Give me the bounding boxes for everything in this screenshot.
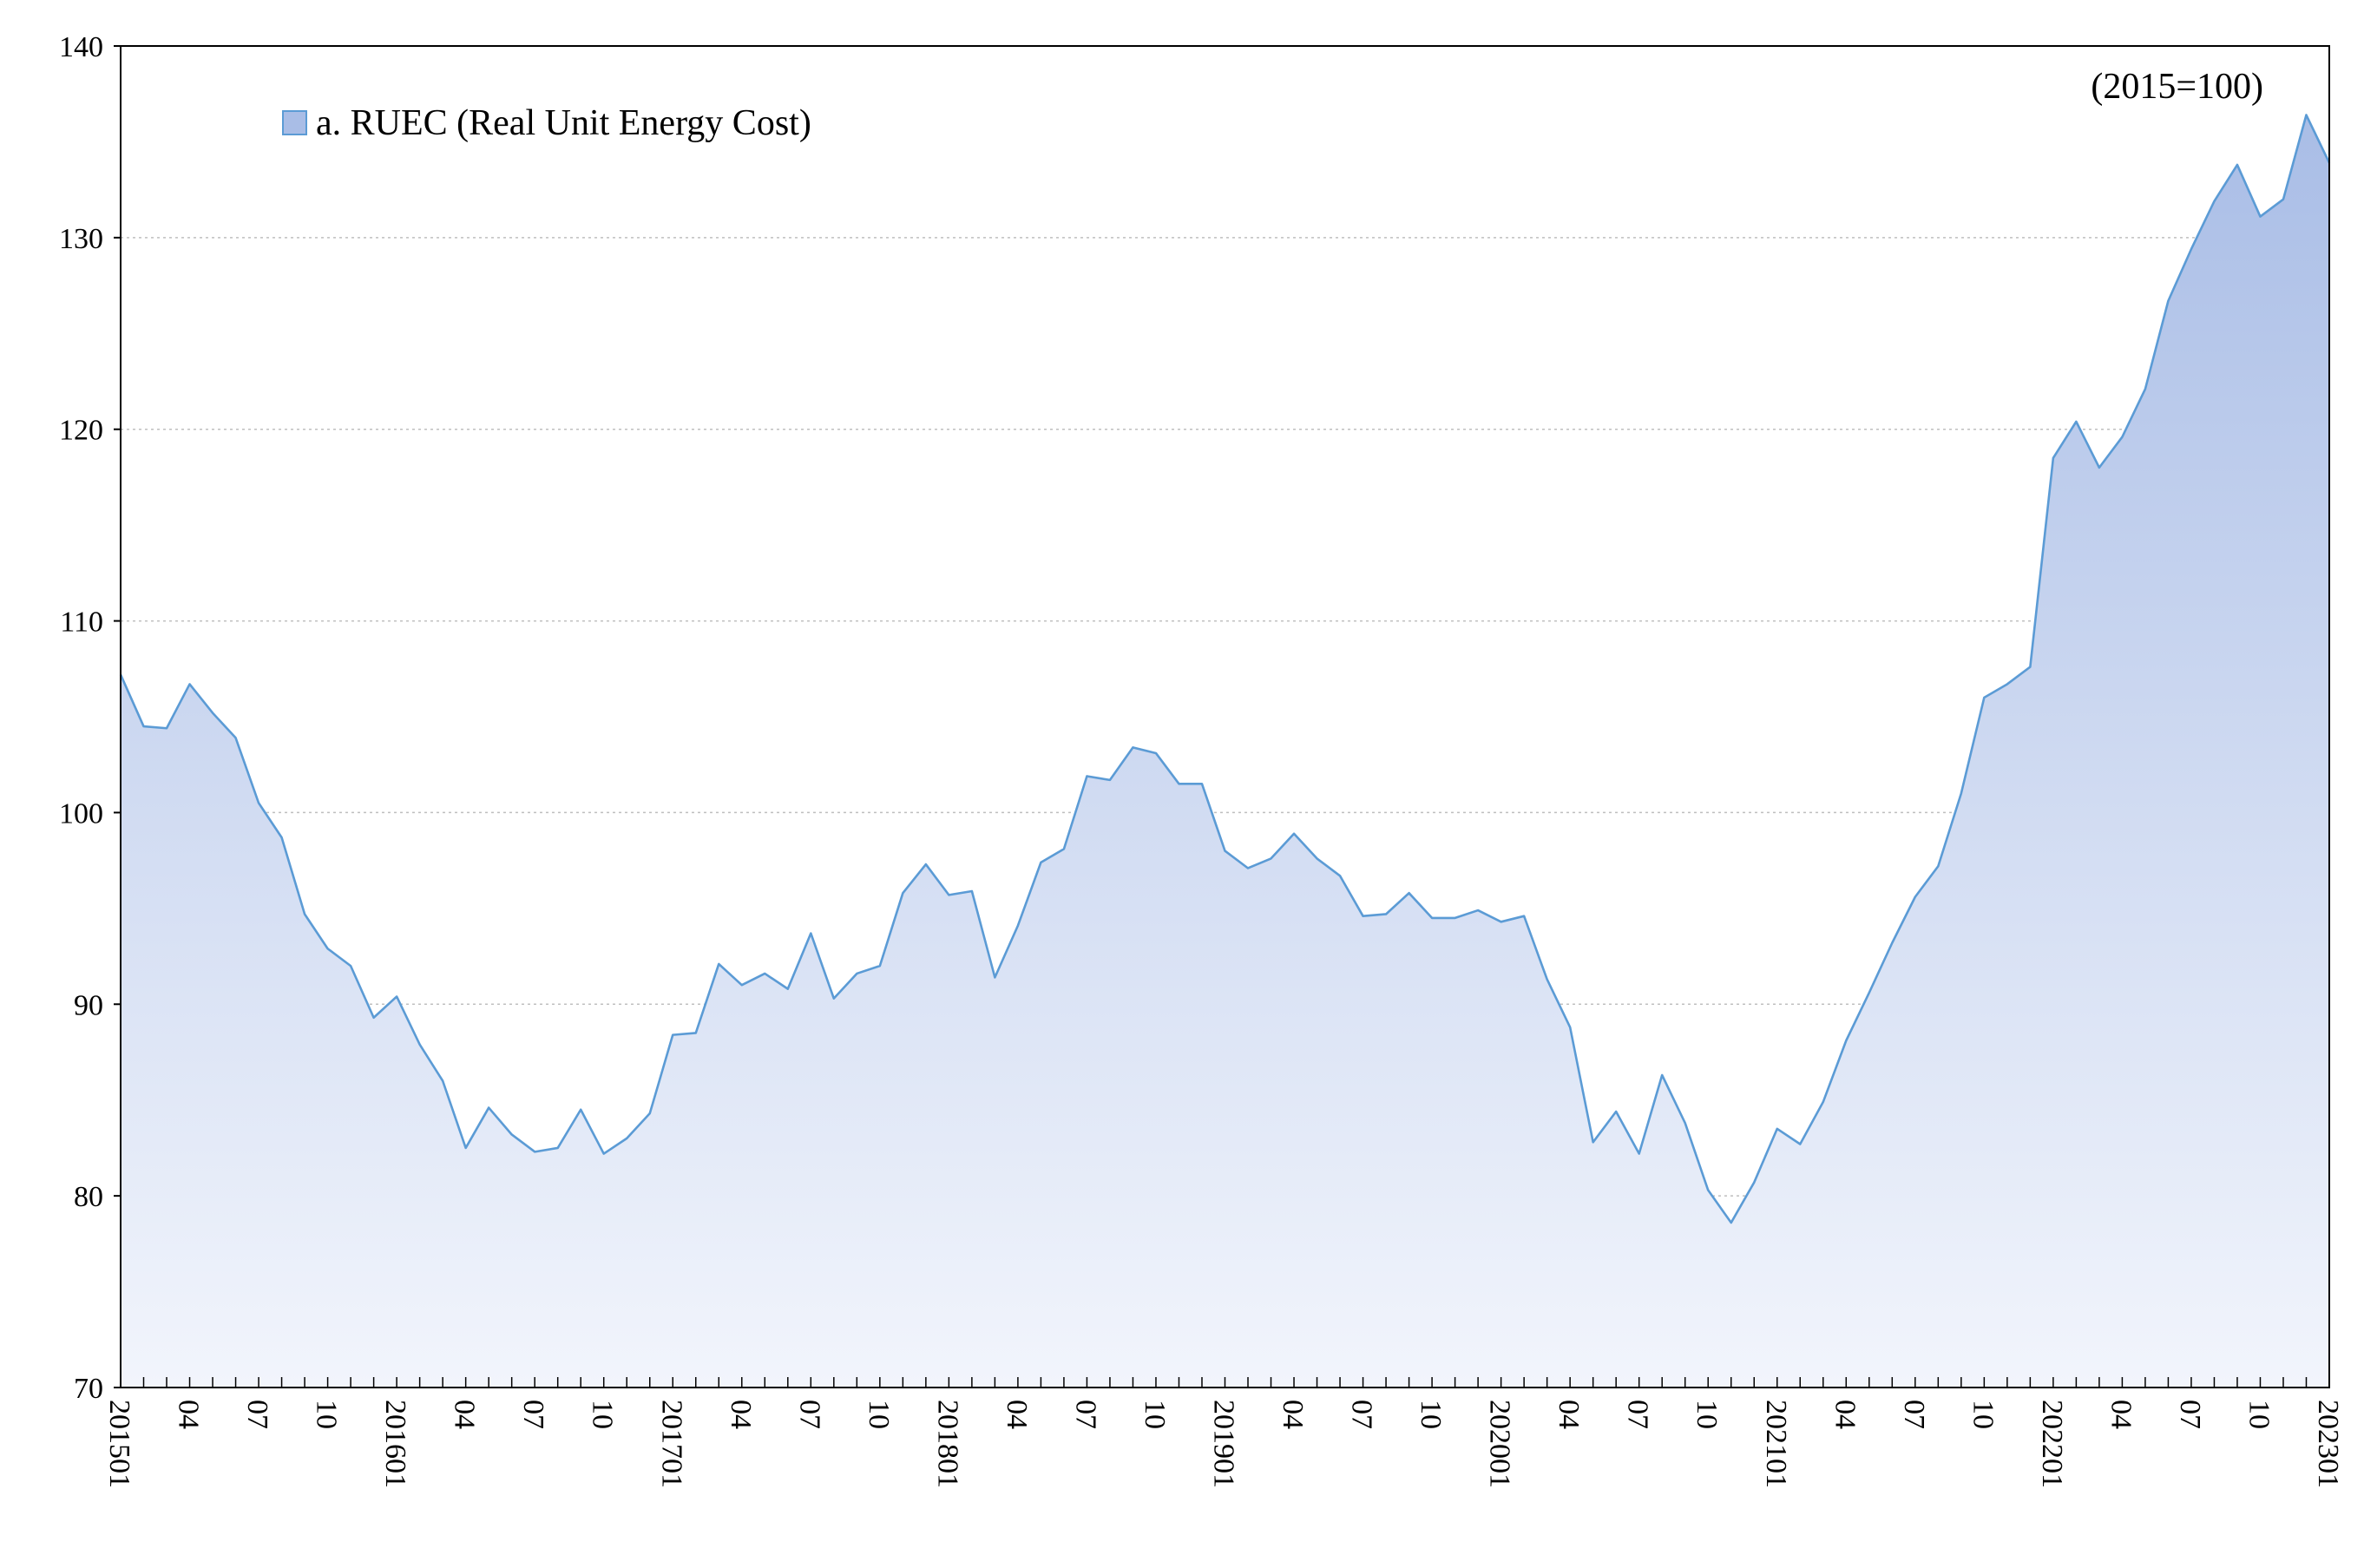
x-tick-label: 04: [1277, 1400, 1309, 1429]
x-tick-label: 10: [587, 1400, 619, 1429]
y-axis: 70 80 90 100 110 120 130 140: [59, 31, 121, 1405]
legend-swatch: [282, 110, 307, 135]
x-tick-label: 201801: [931, 1400, 963, 1488]
x-axis: 201501 04 07 10 201601 04 07 10 201701 04 07 10 2018…: [103, 1377, 2344, 1488]
y-tick-label: 120: [59, 415, 103, 447]
x-tick-label: 10: [863, 1400, 895, 1429]
legend: a. RUEC (Real Unit Energy Cost): [282, 103, 811, 143]
x-tick-label: 07: [241, 1400, 273, 1429]
x-tick-label: 04: [725, 1400, 757, 1429]
y-tick-label: 130: [59, 223, 103, 255]
x-tick-label: 201601: [379, 1400, 411, 1488]
x-tick-label: 201501: [103, 1400, 135, 1488]
x-tick-label: 10: [1139, 1400, 1171, 1429]
base-year-note: (2015=100): [2091, 67, 2263, 107]
x-tick-label: 202001: [1484, 1400, 1516, 1488]
x-tick-label: 07: [1622, 1400, 1654, 1429]
y-tick-label: 90: [74, 989, 103, 1021]
x-tick-label: 07: [2174, 1400, 2206, 1429]
x-tick-label: 04: [2105, 1400, 2137, 1429]
x-tick-label: 202101: [1760, 1400, 1792, 1488]
x-tick-label: 04: [1553, 1400, 1585, 1429]
x-tick-label: 07: [1069, 1400, 1101, 1429]
x-tick-label: 202201: [2036, 1400, 2068, 1488]
x-tick-label: 07: [793, 1400, 825, 1429]
y-tick-label: 110: [60, 607, 103, 639]
y-tick-label: 100: [59, 797, 103, 830]
legend-label: a. RUEC (Real Unit Energy Cost): [316, 103, 811, 143]
x-tick-label: 10: [2243, 1400, 2275, 1429]
x-tick-label: 10: [1415, 1400, 1447, 1429]
x-tick-label: 10: [1967, 1400, 1999, 1429]
series-line: [119, 114, 2331, 1224]
y-tick-label: 140: [59, 31, 103, 63]
x-tick-label: 201901: [1208, 1400, 1240, 1488]
x-tick-label: 10: [1691, 1400, 1723, 1429]
x-tick-label: 04: [1829, 1400, 1861, 1429]
x-tick-label: 04: [1001, 1400, 1033, 1429]
y-tick-label: 80: [74, 1181, 103, 1213]
x-tick-label: 202301: [2312, 1400, 2344, 1488]
x-tick-label: 201701: [655, 1400, 687, 1488]
series-area-fill: [121, 115, 2329, 1388]
x-tick-label: 07: [1898, 1400, 1930, 1429]
y-tick-label: 70: [74, 1373, 103, 1405]
x-tick-label: 04: [449, 1400, 481, 1429]
x-tick-label: 04: [173, 1400, 205, 1429]
x-tick-label: 07: [517, 1400, 549, 1429]
x-tick-label: 10: [311, 1400, 343, 1429]
x-tick-label: 07: [1346, 1400, 1378, 1429]
